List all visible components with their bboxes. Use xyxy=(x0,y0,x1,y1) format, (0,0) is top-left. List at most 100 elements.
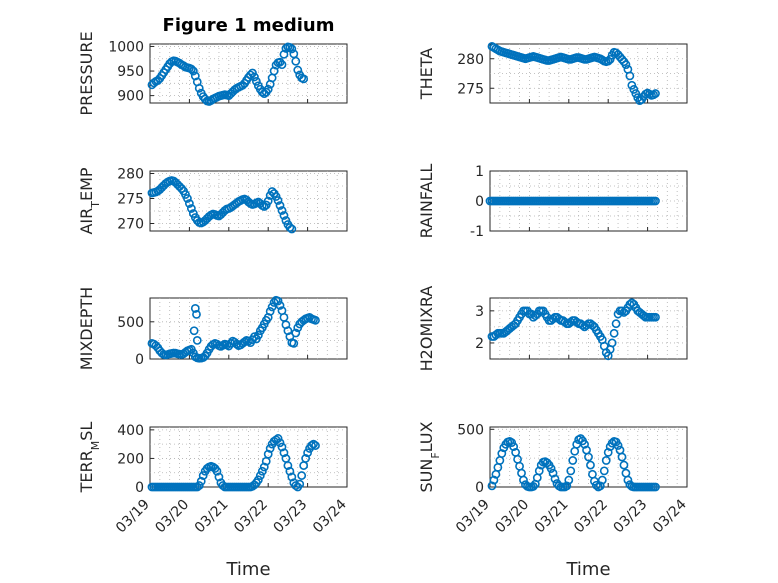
x-tick-label: 03/19 xyxy=(113,497,153,537)
x-tick-label: 03/21 xyxy=(532,497,572,537)
data-point xyxy=(651,196,660,206)
data-point xyxy=(566,317,576,327)
subplot-air_temp: 270 275 280 AIRTEMP xyxy=(77,167,348,235)
data-point xyxy=(603,56,613,66)
x-axis-label: Time xyxy=(565,559,610,580)
x-tick-label: 03/20 xyxy=(152,497,192,537)
data-point xyxy=(580,439,589,449)
data-point xyxy=(578,320,587,330)
data-point xyxy=(186,204,196,213)
data-point xyxy=(582,320,591,330)
data-point xyxy=(599,466,609,476)
data-point xyxy=(627,80,637,90)
x-tick-label: 03/22 xyxy=(231,497,271,537)
data-point xyxy=(491,330,501,340)
data-point xyxy=(183,194,192,203)
data-point xyxy=(186,64,196,74)
data-point xyxy=(295,479,305,489)
data-point xyxy=(265,444,275,453)
data-point xyxy=(311,441,320,450)
subplot-terr_msl: 0 200 400 TERRMSL 03/19 03/20 03/21 03/22 03/23 0… xyxy=(77,422,350,580)
data-point xyxy=(275,201,285,210)
y-tick-label: 1000 xyxy=(108,39,144,55)
data-point xyxy=(519,475,528,485)
data-point xyxy=(277,206,287,215)
subplot-rainfall: -1 0 1 RAINFALL xyxy=(417,164,688,240)
data-point xyxy=(617,452,627,462)
data-point xyxy=(196,476,206,486)
y-tick-label: 0 xyxy=(475,480,484,496)
data-point xyxy=(257,466,267,476)
y-tick-label: 900 xyxy=(117,89,144,105)
data-point xyxy=(550,474,560,484)
x-tick-label: 03/20 xyxy=(492,497,532,537)
data-point xyxy=(546,464,556,473)
x-tick-label: 03/23 xyxy=(271,497,311,537)
data-point xyxy=(281,44,291,53)
data-point xyxy=(639,311,649,321)
data-point xyxy=(263,84,273,94)
data-point xyxy=(250,332,259,342)
data-point xyxy=(584,452,593,462)
y-tick-label: 200 xyxy=(117,451,144,467)
data-point xyxy=(651,312,660,322)
subplot-sun_flux: 0 500 SUNFLUX 03/19 03/20 03/21 03/22 03/23 03/2… xyxy=(417,421,690,580)
figure-title: Figure 1 medium xyxy=(163,15,335,36)
data-point xyxy=(548,314,558,324)
data-point xyxy=(255,471,265,480)
data-point xyxy=(184,199,194,208)
y-tick-label: 1 xyxy=(475,164,484,180)
data-point xyxy=(487,481,497,491)
y-axis-label: SUNFLUX xyxy=(417,421,442,492)
data-point xyxy=(609,328,619,338)
data-point xyxy=(277,60,287,70)
data-point xyxy=(277,442,287,452)
data-point xyxy=(289,338,299,348)
data-point xyxy=(253,330,263,340)
data-point xyxy=(279,211,289,220)
data-point xyxy=(267,302,277,312)
y-tick-label: 280 xyxy=(117,167,144,183)
data-point xyxy=(619,460,629,470)
data-point xyxy=(250,72,259,82)
y-tick-label: 0 xyxy=(135,352,144,368)
y-tick-label: 400 xyxy=(117,423,144,439)
data-point xyxy=(566,466,576,476)
data-point xyxy=(509,442,519,452)
data-point xyxy=(307,441,316,450)
data-point xyxy=(291,56,301,66)
data-point xyxy=(285,466,295,476)
data-point xyxy=(192,482,202,492)
data-point xyxy=(232,339,242,349)
x-tick-label: 03/21 xyxy=(192,497,232,537)
subplot-h2omixra: 2 3 H2OMIXRA xyxy=(417,286,688,371)
data-point xyxy=(611,319,621,329)
data-point xyxy=(601,456,611,465)
data-point xyxy=(188,66,198,76)
data-point xyxy=(251,76,261,86)
y-tick-label: 0 xyxy=(135,480,144,496)
data-point xyxy=(275,438,285,448)
y-tick-label: 0 xyxy=(475,194,484,210)
data-point xyxy=(273,196,283,205)
data-point xyxy=(263,196,273,206)
data-point xyxy=(273,296,283,306)
data-point xyxy=(283,461,293,470)
subplot-pressure: 900 950 1000 PRESSURE xyxy=(77,31,348,116)
data-point xyxy=(287,44,297,54)
data-point xyxy=(621,60,631,70)
data-point xyxy=(651,482,660,492)
subplot-theta: 275 280 THETA xyxy=(417,41,688,106)
data-point xyxy=(285,223,295,232)
data-point xyxy=(214,472,224,482)
data-point xyxy=(194,83,204,93)
plot-area xyxy=(149,426,348,488)
y-axis-label: MIXDEPTH xyxy=(77,287,96,370)
data-point xyxy=(291,481,301,490)
data-point xyxy=(651,89,660,98)
x-tick-label: 03/24 xyxy=(310,496,350,536)
data-point xyxy=(253,475,263,485)
data-point xyxy=(226,338,236,348)
data-point xyxy=(603,447,613,457)
